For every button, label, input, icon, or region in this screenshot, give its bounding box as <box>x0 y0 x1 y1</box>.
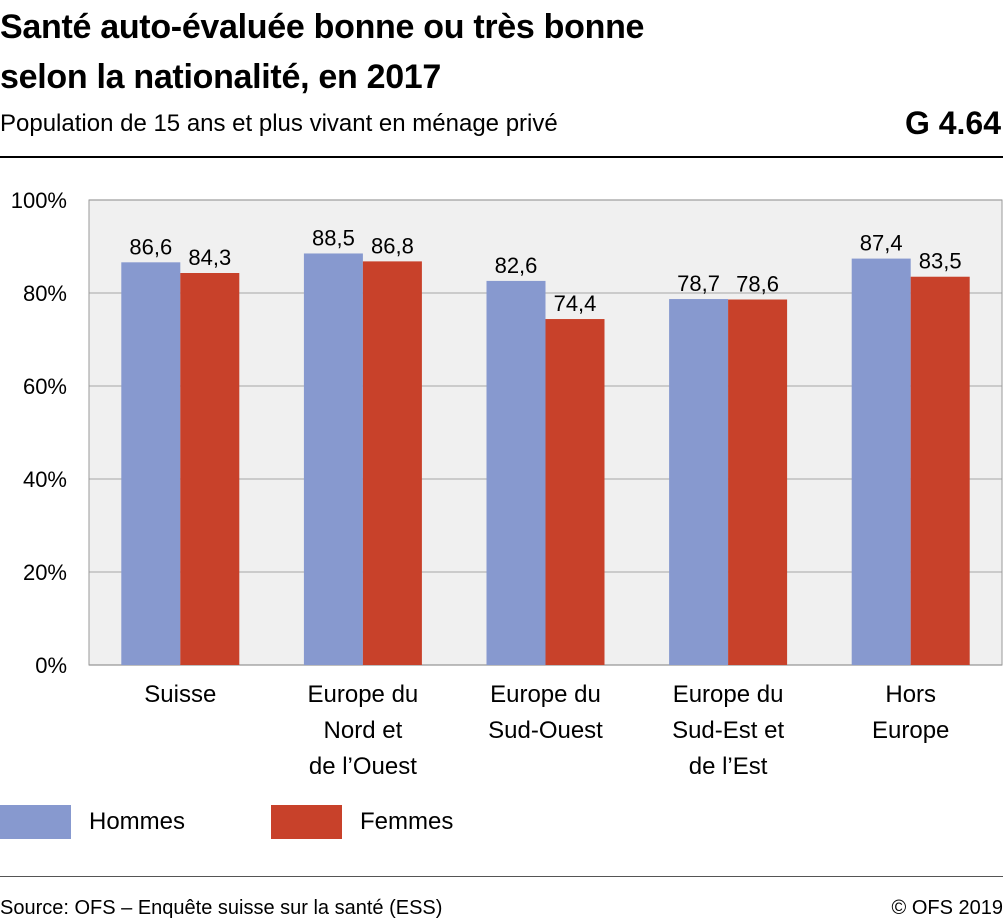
data-label: 78,7 <box>677 271 720 296</box>
y-tick-label: 0% <box>35 653 67 678</box>
x-tick-label-line: Europe du <box>673 681 784 708</box>
source-note: Source: OFS – Enquête suisse sur la sant… <box>0 897 443 919</box>
legend-swatch-hommes <box>0 805 71 839</box>
x-tick-label-line: Suisse <box>144 681 216 708</box>
legend-item-femmes: Femmes <box>271 805 453 839</box>
legend-item-hommes: Hommes <box>0 805 185 839</box>
data-label: 78,6 <box>736 272 779 297</box>
bar-hommes <box>851 258 911 665</box>
bar-hommes <box>669 299 729 665</box>
x-tick-label: Hors Europe <box>872 681 949 744</box>
data-label: 83,5 <box>919 249 962 274</box>
bar-femmes <box>180 273 240 665</box>
data-label: 82,6 <box>495 253 538 278</box>
bar-femmes <box>362 261 422 665</box>
data-label: 84,3 <box>188 245 231 270</box>
data-label: 74,4 <box>554 291 597 316</box>
x-tick-label-line: Europe du <box>490 681 601 708</box>
footer-divider <box>0 876 1003 877</box>
x-tick-label: Europe du Nord et de l’Ouest <box>308 681 419 780</box>
y-tick-label: 100% <box>11 188 67 213</box>
bar-hommes <box>121 262 181 665</box>
bar-hommes <box>303 253 363 665</box>
header-divider <box>0 156 1003 158</box>
chart-title: Santé auto-évaluée bonne ou très bonne s… <box>0 2 860 102</box>
data-label: 86,8 <box>371 233 414 258</box>
legend-swatch-femmes <box>271 805 342 839</box>
bar-hommes <box>486 280 546 665</box>
chart-code: G 4.64 <box>904 105 1001 141</box>
chart-title-line1: Santé auto-évaluée bonne ou très bonne <box>0 8 645 46</box>
chart-title-line2: selon la nationalité, en 2017 <box>0 58 442 96</box>
bar-chart: 0% 20% 40% 60% 80% 100% 86,6 84,3 Suisse 88,5 86,8… <box>11 188 1003 780</box>
x-tick-label-line: de l’Ouest <box>309 753 417 780</box>
x-tick-label-line: Europe <box>872 717 949 744</box>
y-tick-label: 40% <box>23 467 67 492</box>
bar-femmes <box>728 299 788 665</box>
x-tick-label: Europe du Sud-Est et de l’Est <box>672 681 784 780</box>
x-tick-label: Europe du Sud-Ouest <box>488 681 603 744</box>
x-tick-label-line: Nord et <box>324 717 403 744</box>
legend-label-femmes: Femmes <box>360 808 454 835</box>
y-tick-label: 20% <box>23 560 67 585</box>
x-tick-label-line: de l’Est <box>689 753 768 780</box>
x-tick-label-line: Europe du <box>308 681 419 708</box>
y-tick-label: 80% <box>23 281 67 306</box>
copyright: © OFS 2019 <box>891 897 1003 919</box>
y-tick-label: 60% <box>23 374 67 399</box>
legend-label-hommes: Hommes <box>89 808 186 835</box>
data-label: 86,6 <box>129 234 172 259</box>
x-tick-label: Suisse <box>144 681 216 708</box>
data-label: 87,4 <box>860 231 903 256</box>
x-tick-label-line: Sud-Est et <box>672 717 784 744</box>
bar-femmes <box>910 276 970 665</box>
x-tick-label-line: Hors <box>885 681 936 708</box>
data-label: 88,5 <box>312 225 355 250</box>
chart-subtitle: Population de 15 ans et plus vivant en m… <box>0 110 558 137</box>
bar-femmes <box>545 319 605 665</box>
x-tick-label-line: Sud-Ouest <box>488 717 603 744</box>
